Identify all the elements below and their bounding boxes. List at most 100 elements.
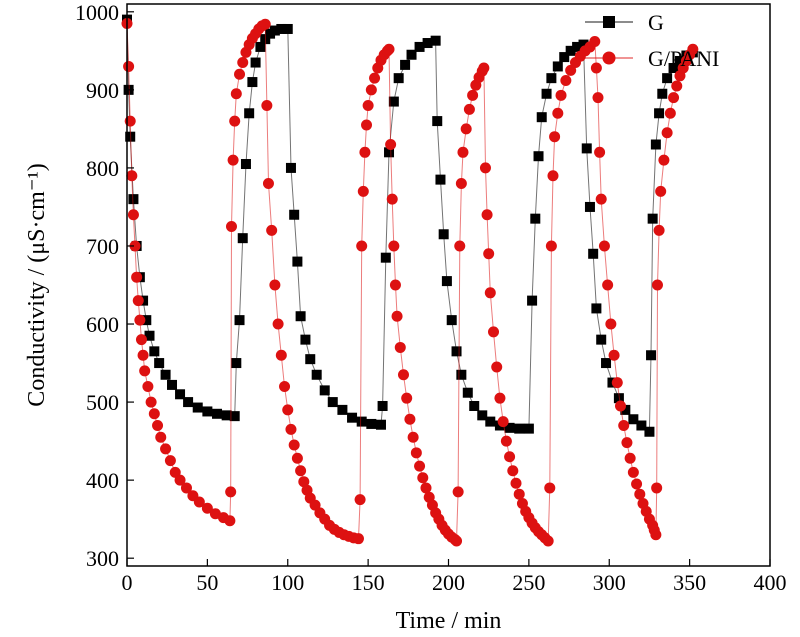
- data-point: [631, 478, 643, 490]
- data-point: [533, 151, 544, 162]
- data-point: [661, 127, 673, 139]
- data-point: [601, 358, 612, 369]
- data-point: [141, 315, 152, 326]
- data-point: [407, 431, 419, 443]
- data-point: [552, 107, 564, 119]
- data-point: [410, 447, 422, 459]
- data-point: [160, 369, 171, 380]
- data-point: [479, 162, 491, 174]
- series-layer: [121, 14, 699, 547]
- data-point: [369, 72, 381, 84]
- data-point: [400, 59, 411, 70]
- data-point: [668, 63, 679, 74]
- data-point: [530, 213, 541, 224]
- data-point: [240, 159, 251, 170]
- data-point: [417, 472, 429, 484]
- data-point: [611, 377, 623, 389]
- data-point: [510, 477, 522, 489]
- data-point: [401, 392, 413, 404]
- data-point: [455, 178, 467, 190]
- x-tick-label: 300: [593, 570, 626, 595]
- data-point: [269, 25, 280, 36]
- data-point: [552, 61, 563, 72]
- data-point: [657, 88, 668, 99]
- data-point: [438, 229, 449, 240]
- data-point: [547, 170, 559, 182]
- data-point: [595, 193, 607, 205]
- data-point: [594, 146, 606, 158]
- data-point: [361, 119, 373, 131]
- data-point: [650, 529, 662, 541]
- data-point: [229, 115, 241, 127]
- series-line: [126, 19, 694, 433]
- data-point: [435, 174, 446, 185]
- data-point: [432, 116, 443, 127]
- data-point: [282, 404, 294, 416]
- data-point: [183, 397, 194, 408]
- data-point: [234, 68, 246, 80]
- data-point: [300, 334, 311, 345]
- data-point: [544, 482, 556, 494]
- x-tick-label: 350: [673, 570, 706, 595]
- data-point: [420, 482, 432, 494]
- data-point: [477, 410, 488, 421]
- data-point: [352, 533, 364, 545]
- data-point: [658, 154, 670, 166]
- data-point: [155, 431, 167, 443]
- x-tick-label: 250: [512, 570, 545, 595]
- data-point: [615, 400, 627, 412]
- data-point: [591, 303, 602, 314]
- data-point: [446, 315, 457, 326]
- data-point: [167, 379, 178, 390]
- data-point: [139, 365, 151, 377]
- legend-label: G/PANI: [648, 46, 719, 71]
- data-point: [596, 334, 607, 345]
- data-point: [393, 73, 404, 84]
- data-point: [127, 209, 139, 221]
- data-point: [289, 209, 300, 220]
- data-point: [347, 412, 358, 423]
- data-point: [441, 276, 452, 287]
- data-point: [234, 315, 245, 326]
- data-point: [664, 107, 676, 119]
- data-point: [671, 80, 683, 92]
- data-point: [129, 240, 141, 252]
- data-point: [581, 143, 592, 154]
- data-point: [356, 416, 367, 427]
- ticks-layer: 0 50 100 150 200 250 300 350 400 300 400 500 600 700 8…: [75, 0, 787, 595]
- data-point: [365, 84, 377, 96]
- data-point: [514, 423, 525, 434]
- y-tick-label: 700: [86, 234, 119, 259]
- legend: G G/PANI: [585, 10, 719, 71]
- data-point: [142, 380, 154, 392]
- data-point: [555, 89, 567, 101]
- data-point: [602, 279, 614, 291]
- data-point: [590, 62, 602, 74]
- data-point: [430, 35, 441, 46]
- data-point: [546, 73, 557, 84]
- data-point: [128, 194, 139, 205]
- data-point: [231, 358, 242, 369]
- data-point: [247, 77, 258, 88]
- y-tick-label: 1000: [75, 0, 119, 25]
- data-point: [620, 404, 631, 415]
- data-point: [298, 476, 310, 488]
- data-point: [605, 318, 617, 330]
- data-point: [491, 361, 503, 373]
- data-point: [406, 49, 417, 60]
- data-point: [674, 55, 685, 66]
- data-point: [259, 18, 271, 30]
- x-tick-label: 200: [432, 570, 465, 595]
- data-point: [588, 248, 599, 259]
- data-point: [650, 139, 661, 150]
- data-point: [262, 178, 274, 190]
- data-point: [160, 443, 172, 455]
- data-point: [305, 354, 316, 365]
- data-point: [132, 295, 144, 307]
- data-point: [380, 252, 391, 263]
- data-point: [295, 311, 306, 322]
- data-point: [275, 349, 287, 361]
- data-point: [608, 349, 620, 361]
- data-point: [523, 423, 534, 434]
